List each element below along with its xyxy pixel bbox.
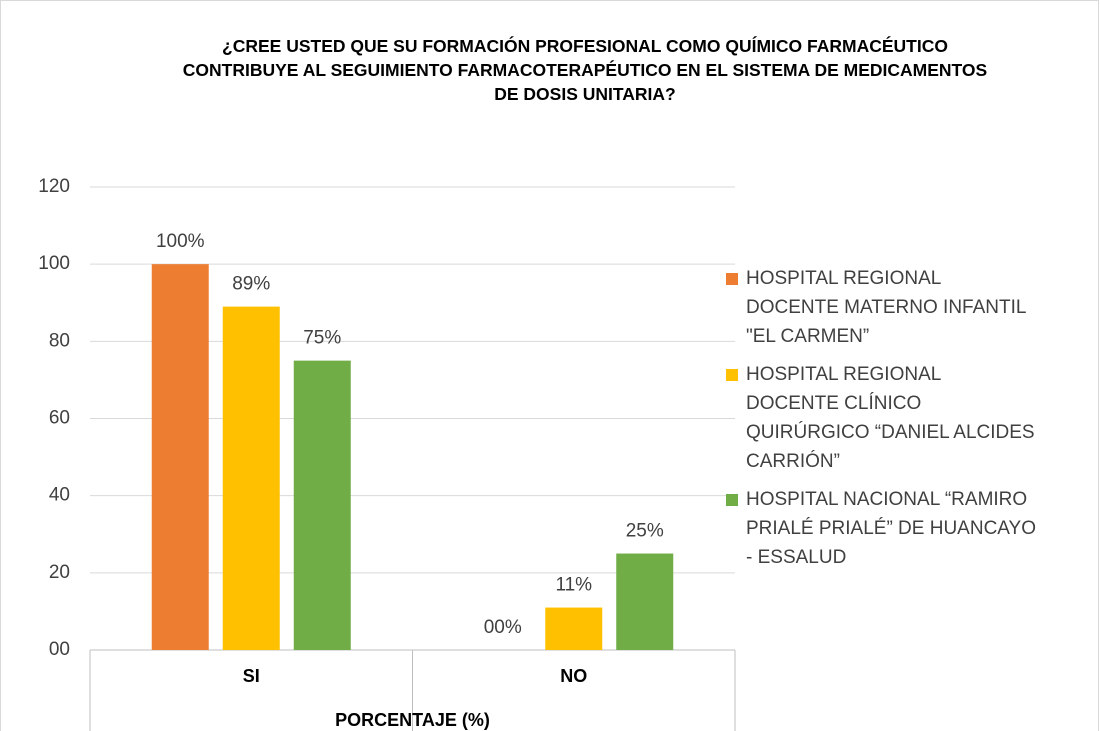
legend-entry: HOSPITAL REGIONAL DOCENTE CLÍNICO QUIRÚR… xyxy=(726,360,1036,476)
data-label: 100% xyxy=(156,231,205,252)
legend-label: HOSPITAL REGIONAL DOCENTE MATERNO INFANT… xyxy=(746,268,1026,347)
y-tick-label: 60 xyxy=(49,408,70,429)
data-label: 11% xyxy=(555,575,592,596)
legend: HOSPITAL REGIONAL DOCENTE MATERNO INFANT… xyxy=(726,264,1086,581)
y-tick-label: 120 xyxy=(38,176,70,197)
bar xyxy=(151,264,209,650)
y-tick-label: 80 xyxy=(49,330,70,351)
legend-entry: HOSPITAL NACIONAL “RAMIRO PRIALÉ PRIALÉ”… xyxy=(726,485,1036,572)
legend-swatch xyxy=(726,369,738,381)
chart-title: ¿CREE USTED QUE SU FORMACIÓN PROFESIONAL… xyxy=(182,36,988,104)
y-tick-label: 40 xyxy=(49,485,70,506)
bar xyxy=(545,607,603,650)
bar xyxy=(293,360,351,650)
data-label: 25% xyxy=(626,521,664,542)
x-tick-label: NO xyxy=(560,666,587,686)
legend-label: HOSPITAL REGIONAL DOCENTE CLÍNICO QUIRÚR… xyxy=(746,364,1035,472)
legend-swatch xyxy=(726,494,738,506)
y-tick-label: 00 xyxy=(49,639,70,660)
legend-swatch xyxy=(726,273,738,285)
bar xyxy=(616,553,674,650)
legend-label: HOSPITAL NACIONAL “RAMIRO PRIALÉ PRIALÉ”… xyxy=(746,489,1037,568)
bar xyxy=(222,306,280,650)
data-label: 89% xyxy=(232,274,270,295)
y-tick-label: 20 xyxy=(49,562,70,583)
y-tick-label: 100 xyxy=(38,253,70,274)
data-label: 00% xyxy=(484,617,522,638)
data-label: 75% xyxy=(303,328,341,349)
x-axis-title: PORCENTAJE (%) xyxy=(335,710,490,730)
x-tick-label: SI xyxy=(243,666,260,686)
legend-entry: HOSPITAL REGIONAL DOCENTE MATERNO INFANT… xyxy=(726,264,1036,351)
